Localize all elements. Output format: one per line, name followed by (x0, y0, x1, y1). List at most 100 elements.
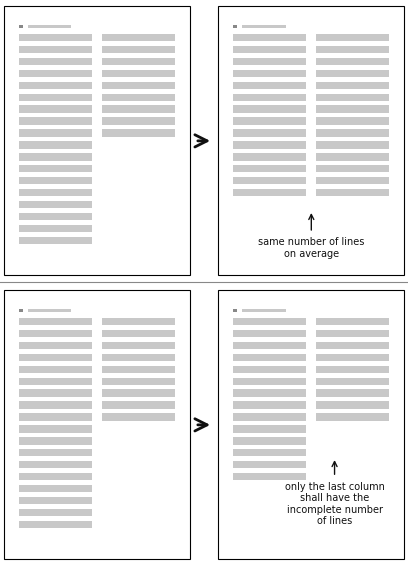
Bar (233, 24, 237, 28)
Bar (233, 46, 306, 53)
Bar (19, 118, 92, 125)
Bar (316, 34, 389, 41)
Bar (19, 46, 92, 53)
Bar (102, 342, 175, 349)
Bar (233, 141, 306, 149)
Bar (102, 82, 175, 89)
Bar (19, 58, 92, 65)
Bar (316, 342, 389, 349)
Bar (102, 94, 175, 101)
Bar (242, 24, 286, 28)
Bar (233, 177, 306, 185)
Bar (316, 70, 389, 77)
Bar (233, 165, 306, 173)
Bar (316, 106, 389, 113)
Bar (316, 118, 389, 125)
Bar (19, 24, 23, 28)
Bar (233, 308, 237, 312)
Bar (233, 414, 306, 421)
Bar (233, 94, 306, 101)
Bar (233, 318, 306, 325)
Bar (233, 354, 306, 361)
Bar (102, 354, 175, 361)
Bar (316, 165, 389, 173)
Bar (233, 342, 306, 349)
Bar (233, 402, 306, 409)
Bar (19, 485, 92, 492)
Bar (19, 70, 92, 77)
Bar (316, 94, 389, 101)
Bar (102, 330, 175, 337)
Bar (19, 521, 92, 528)
Bar (316, 366, 389, 373)
Bar (102, 390, 175, 397)
Bar (102, 402, 175, 409)
Bar (316, 46, 389, 53)
Bar (19, 237, 92, 244)
Bar (19, 414, 92, 421)
Bar (233, 366, 306, 373)
Bar (316, 402, 389, 409)
Bar (316, 141, 389, 149)
Bar (19, 189, 92, 197)
Text: only the last column
shall have the
incomplete number
of lines: only the last column shall have the inco… (285, 482, 384, 527)
Bar (19, 130, 92, 137)
Bar (102, 414, 175, 421)
Bar (19, 497, 92, 504)
Bar (28, 308, 71, 312)
Bar (19, 378, 92, 385)
Bar (102, 106, 175, 113)
Bar (102, 130, 175, 137)
Bar (19, 390, 92, 397)
Bar (233, 189, 306, 197)
Bar (233, 437, 306, 445)
Bar (233, 153, 306, 161)
Bar (316, 390, 389, 397)
Bar (19, 318, 92, 325)
Bar (19, 82, 92, 89)
Bar (19, 342, 92, 349)
Bar (102, 378, 175, 385)
Bar (233, 425, 306, 433)
Bar (316, 330, 389, 337)
Bar (28, 24, 71, 28)
Bar (19, 165, 92, 173)
Bar (19, 437, 92, 445)
Bar (102, 58, 175, 65)
Bar (19, 425, 92, 433)
Bar (233, 82, 306, 89)
Bar (4, 290, 190, 559)
Bar (316, 58, 389, 65)
Bar (102, 366, 175, 373)
Bar (102, 318, 175, 325)
Bar (233, 378, 306, 385)
Bar (233, 106, 306, 113)
Bar (316, 177, 389, 185)
Bar (316, 354, 389, 361)
Bar (19, 94, 92, 101)
Bar (19, 330, 92, 337)
Bar (233, 390, 306, 397)
Bar (19, 366, 92, 373)
Bar (19, 34, 92, 41)
Bar (19, 509, 92, 516)
Bar (19, 213, 92, 220)
Bar (218, 6, 404, 275)
Bar (19, 141, 92, 149)
Bar (19, 225, 92, 232)
Bar (242, 308, 286, 312)
Bar (316, 414, 389, 421)
Bar (102, 118, 175, 125)
Bar (233, 118, 306, 125)
Bar (233, 473, 306, 481)
Bar (233, 58, 306, 65)
Text: same number of lines
on average: same number of lines on average (258, 237, 364, 259)
Bar (218, 290, 404, 559)
Bar (233, 330, 306, 337)
Bar (233, 461, 306, 469)
Bar (19, 201, 92, 208)
Bar (233, 449, 306, 457)
Bar (316, 378, 389, 385)
Bar (19, 177, 92, 185)
Bar (19, 461, 92, 469)
